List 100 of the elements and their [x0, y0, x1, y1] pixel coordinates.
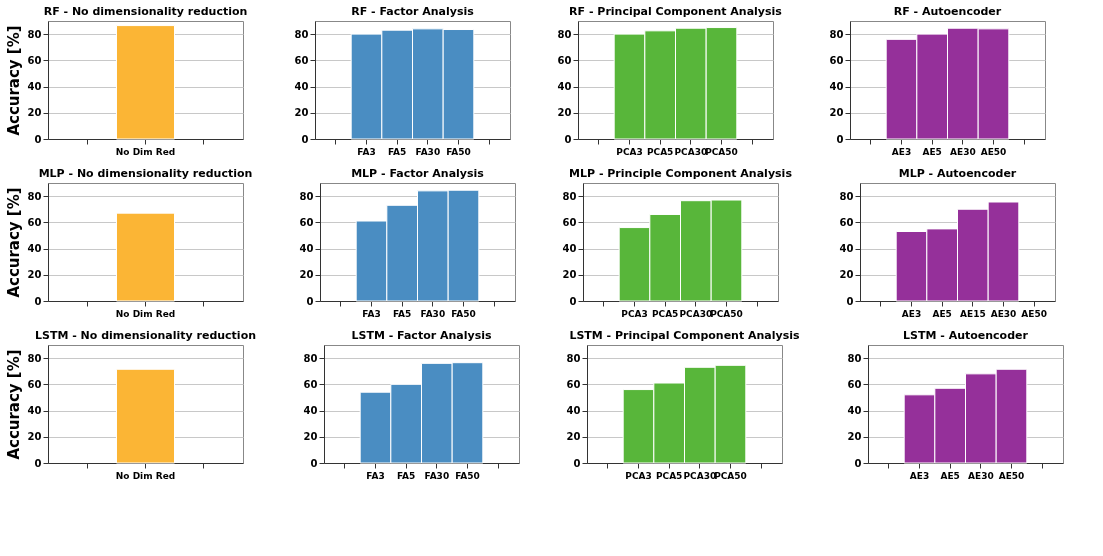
y-tick-label: 20 — [562, 269, 577, 281]
x-tick-label: AE3 — [891, 146, 912, 157]
x-tick-label: FA5 — [393, 308, 412, 319]
x-tick-label: FA3 — [357, 146, 376, 157]
y-tick-label: 40 — [299, 243, 314, 255]
y-tick-label: 60 — [27, 54, 42, 66]
y-tick-label: 40 — [829, 81, 844, 93]
x-tick-label: FA30 — [424, 470, 450, 481]
y-tick-label: 60 — [294, 54, 309, 66]
x-tick-label: AE50 — [1021, 308, 1047, 319]
x-tick-label: FA30 — [415, 146, 441, 157]
x-tick-label: PCA5 — [651, 308, 679, 319]
y-tick-label: 0 — [564, 133, 572, 145]
y-tick-label: 40 — [847, 405, 862, 417]
y-tick-label: 40 — [562, 243, 577, 255]
y-tick-label: 80 — [27, 190, 42, 202]
y-tick-label: 0 — [306, 295, 314, 307]
y-tick-label: 60 — [839, 216, 854, 228]
chart-title: MLP - No dimensionality reduction — [38, 167, 253, 180]
x-tick-label: AE30 — [950, 146, 976, 157]
y-tick-label: 20 — [847, 431, 862, 443]
y-tick-label: 40 — [27, 81, 42, 93]
y-tick-label: 20 — [294, 107, 309, 119]
y-tick-label: 20 — [27, 269, 42, 281]
y-tick-label: 40 — [294, 81, 309, 93]
y-tick-label: 80 — [847, 352, 862, 364]
y-tick-label: 20 — [566, 431, 581, 443]
y-axis-title: Accuracy [%] — [4, 187, 23, 298]
x-tick-label: FA5 — [397, 470, 416, 481]
y-tick-label: 80 — [829, 28, 844, 40]
x-tick-label: PCA30 — [679, 308, 713, 319]
x-tick-label: PCA50 — [714, 470, 747, 481]
x-tick-label: AE30 — [968, 470, 994, 481]
y-tick-label: 60 — [299, 216, 314, 228]
y-tick-label: 20 — [303, 431, 318, 443]
x-tick-label: FA50 — [446, 146, 471, 157]
x-tick-label: AE3 — [909, 470, 930, 481]
y-tick-label: 80 — [294, 28, 309, 40]
x-tick-label: FA3 — [366, 470, 385, 481]
x-tick-label: PCA30 — [683, 470, 717, 481]
x-tick-label: PCA5 — [646, 146, 674, 157]
y-axis-title: Accuracy [%] — [4, 25, 23, 136]
y-tick-label: 80 — [303, 352, 318, 364]
y-tick-label: 0 — [310, 457, 318, 469]
y-tick-label: 0 — [854, 457, 862, 469]
y-tick-label: 0 — [573, 457, 581, 469]
y-tick-label: 40 — [27, 405, 42, 417]
y-tick-label: 20 — [27, 431, 42, 443]
x-tick-label: PCA3 — [621, 308, 648, 319]
y-tick-label: 20 — [839, 269, 854, 281]
x-tick-label: FA5 — [388, 146, 407, 157]
x-tick-label: PCA5 — [655, 470, 683, 481]
chart-title: RF - Principal Component Analysis — [569, 5, 783, 18]
y-tick-label: 0 — [34, 295, 42, 307]
chart-title: RF - No dimensionality reduction — [43, 5, 248, 18]
y-axis-title: Accuracy [%] — [4, 349, 23, 460]
y-tick-label: 20 — [27, 107, 42, 119]
chart-title: RF - Factor Analysis — [351, 5, 475, 18]
chart-title: LSTM - Autoencoder — [903, 329, 1029, 342]
x-tick-label: FA50 — [451, 308, 476, 319]
y-tick-label: 80 — [557, 28, 572, 40]
x-tick-label: AE5 — [940, 470, 960, 481]
y-tick-label: 60 — [303, 378, 318, 390]
x-tick-label: PCA50 — [710, 308, 743, 319]
y-tick-label: 0 — [301, 133, 309, 145]
y-tick-label: 80 — [27, 28, 42, 40]
x-tick-label: AE5 — [932, 308, 952, 319]
x-tick-label: FA50 — [455, 470, 480, 481]
y-tick-label: 60 — [829, 54, 844, 66]
x-tick-label: FA30 — [420, 308, 446, 319]
y-tick-label: 0 — [836, 133, 844, 145]
x-tick-label: No Dim Red — [115, 146, 176, 157]
chart-title: MLP - Autoencoder — [898, 167, 1017, 180]
y-tick-label: 80 — [27, 352, 42, 364]
chart-title: LSTM - No dimensionality reduction — [34, 329, 257, 342]
x-tick-label: PCA50 — [705, 146, 738, 157]
y-tick-label: 80 — [566, 352, 581, 364]
x-tick-label: No Dim Red — [115, 308, 176, 319]
y-tick-label: 40 — [303, 405, 318, 417]
y-tick-label: 40 — [27, 243, 42, 255]
y-tick-label: 20 — [829, 107, 844, 119]
x-tick-label: PCA30 — [674, 146, 708, 157]
y-tick-label: 60 — [847, 378, 862, 390]
x-tick-label: AE30 — [990, 308, 1017, 319]
x-tick-label: FA3 — [362, 308, 381, 319]
x-tick-label: PCA3 — [616, 146, 643, 157]
y-tick-label: 40 — [557, 81, 572, 93]
y-tick-label: 60 — [27, 216, 42, 228]
chart-title: RF - Autoencoder — [893, 5, 1002, 18]
x-tick-label: AE5 — [922, 146, 942, 157]
y-tick-label: 0 — [34, 133, 42, 145]
chart-title: LSTM - Principal Component Analysis — [569, 329, 801, 342]
y-tick-label: 40 — [566, 405, 581, 417]
y-tick-label: 80 — [839, 190, 854, 202]
chart-title: MLP - Principle Component Analysis — [569, 167, 793, 180]
y-tick-label: 80 — [562, 190, 577, 202]
y-tick-label: 60 — [562, 216, 577, 228]
x-tick-label: AE15 — [960, 308, 986, 319]
y-tick-label: 60 — [557, 54, 572, 66]
y-tick-label: 60 — [27, 378, 42, 390]
